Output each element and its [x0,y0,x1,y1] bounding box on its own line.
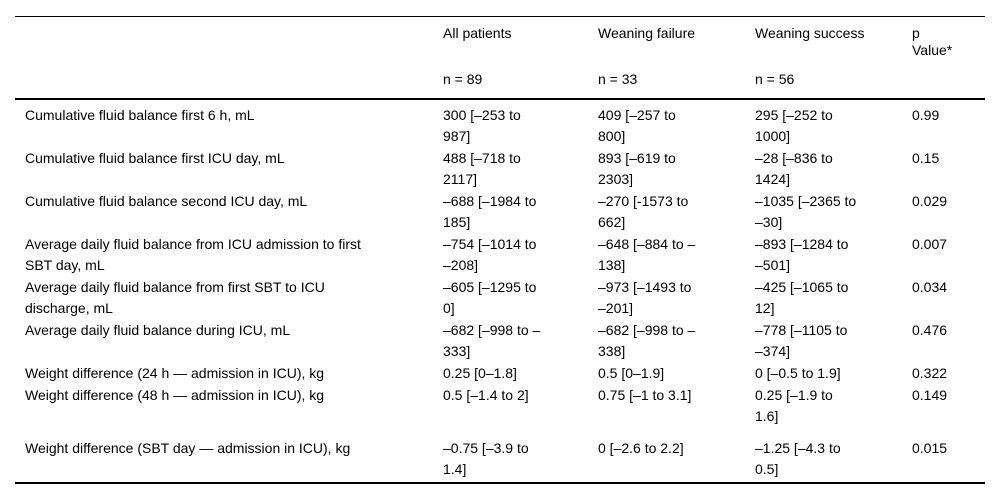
cell-p-value: 0.476 [912,322,948,338]
col-title-all-patients: All patients [443,25,512,41]
cell-all-patients: –0.75 [–3.9 to 1.4] [443,440,529,477]
col-n-weaning-success: n = 56 [755,71,795,87]
col-header-all-patients: All patients n = 89 [443,16,598,100]
cell-all-patients: 300 [–253 to 987] [443,107,521,144]
row-label: Cumulative fluid balance first 6 h, mL [25,107,255,123]
cell-all-patients: –605 [–1295 to 0] [443,279,537,316]
cell-weaning-success: –1035 [–2365 to –30] [755,193,857,230]
table-row: Cumulative fluid balance first ICU day, … [15,147,985,190]
cell-p-value: 0.99 [912,107,940,123]
cell-all-patients: 0.5 [–1.4 to 2] [443,387,529,403]
col-title-weaning-failure: Weaning failure [598,25,696,41]
table-row: Weight difference (SBT day — admission i… [15,427,985,483]
cell-weaning-success: 0.25 [–1.9 to 1.6] [755,387,833,424]
cell-weaning-success: –425 [–1065 to 12] [755,279,849,316]
cell-p-value: 0.149 [912,387,948,403]
row-label: Cumulative fluid balance second ICU day,… [25,193,308,209]
cell-all-patients: 488 [–718 to 2117] [443,150,521,187]
cell-weaning-failure: –973 [–1493 to –201] [598,279,692,316]
col-header-weaning-failure: Weaning failure n = 33 [598,16,755,100]
row-label: Average daily fluid balance from ICU adm… [25,236,361,273]
cell-weaning-failure: 409 [–257 to 800] [598,107,676,144]
cell-p-value: 0.007 [912,236,948,252]
cell-all-patients: –682 [–998 to –333] [443,322,541,359]
cell-all-patients: –754 [–1014 to –208] [443,236,537,273]
cell-weaning-failure: 0.75 [–1 to 3.1] [598,387,692,403]
cell-all-patients: 0.25 [0–1.8] [443,365,517,381]
fluid-balance-table: All patients n = 89 Weaning failure n = … [15,16,985,484]
cell-weaning-success: –778 [–1105 to –374] [755,322,848,359]
cell-weaning-success: –28 [–836 to 1424] [755,150,833,187]
col-title-weaning-success: Weaning success [755,25,865,41]
cell-weaning-failure: –682 [–998 to –338] [598,322,696,359]
row-label: Average daily fluid balance from first S… [25,279,325,316]
table-row: Average daily fluid balance during ICU, … [15,319,985,362]
col-n-weaning-failure: n = 33 [598,71,638,87]
table-body: Cumulative fluid balance first 6 h, mL 3… [15,99,985,483]
col-title-p-value: p Value* [912,25,953,58]
header-empty-cell [15,16,443,100]
cell-weaning-failure: –648 [–884 to –138] [598,236,696,273]
cell-weaning-failure: 0 [–2.6 to 2.2] [598,440,684,456]
table-row: Cumulative fluid balance first 6 h, mL 3… [15,99,985,147]
table-header: All patients n = 89 Weaning failure n = … [15,16,985,100]
cell-p-value: 0.034 [912,279,948,295]
row-label: Weight difference (48 h — admission in I… [25,387,325,403]
row-label: Average daily fluid balance during ICU, … [25,322,291,338]
table-container: All patients n = 89 Weaning failure n = … [15,16,985,484]
cell-p-value: 0.322 [912,365,948,381]
cell-p-value: 0.15 [912,150,940,166]
cell-weaning-failure: –270 [-1573 to 662] [598,193,689,230]
table-row: Weight difference (24 h — admission in I… [15,362,985,384]
row-label: Weight difference (24 h — admission in I… [25,365,325,381]
cell-p-value: 0.015 [912,440,948,456]
cell-weaning-success: –1.25 [–4.3 to 0.5] [755,440,841,477]
col-n-all-patients: n = 89 [443,71,483,87]
header-row: All patients n = 89 Weaning failure n = … [15,16,985,100]
cell-weaning-success: 0 [–0.5 to 1.9] [755,365,841,381]
table-row: Cumulative fluid balance second ICU day,… [15,190,985,233]
row-label: Weight difference (SBT day — admission i… [25,440,351,456]
row-label: Cumulative fluid balance first ICU day, … [25,150,285,166]
cell-weaning-success: 295 [–252 to 1000] [755,107,833,144]
table-row: Weight difference (48 h — admission in I… [15,384,985,427]
cell-weaning-success: –893 [–1284 to –501] [755,236,849,273]
cell-p-value: 0.029 [912,193,948,209]
cell-all-patients: –688 [–1984 to 185] [443,193,537,230]
table-row: Average daily fluid balance from ICU adm… [15,233,985,276]
col-header-weaning-success: Weaning success n = 56 [755,16,912,100]
table-row: Average daily fluid balance from first S… [15,276,985,319]
cell-weaning-failure: 0.5 [0–1.9] [598,365,665,381]
cell-weaning-failure: 893 [–619 to 2303] [598,150,676,187]
col-header-p-value: p Value* [912,16,985,100]
